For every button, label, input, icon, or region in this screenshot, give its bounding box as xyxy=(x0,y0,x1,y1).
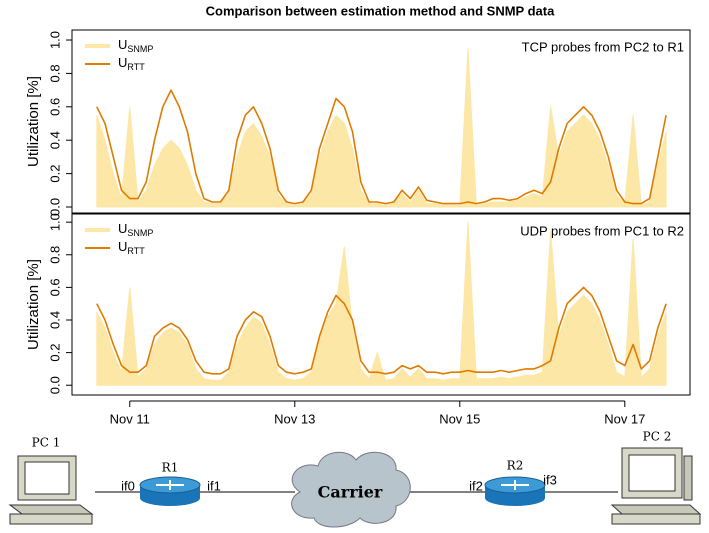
legend-entry: USNMP xyxy=(118,221,153,238)
area-series xyxy=(97,48,666,207)
legend-subscript: SNMP xyxy=(127,228,153,238)
interface-label: if2 xyxy=(469,478,483,493)
legend-name: U xyxy=(118,221,127,236)
y-tick-label: 0.2 xyxy=(47,344,62,362)
interface-label: if0 xyxy=(121,478,135,493)
node-label: R2 xyxy=(507,459,524,473)
legend-name: U xyxy=(118,239,127,254)
area-series xyxy=(97,222,666,385)
legend-entry: URTT xyxy=(118,239,145,256)
legend-entry: URTT xyxy=(118,55,145,72)
legend-subscript: RTT xyxy=(127,62,145,72)
figure: PC 1 R1 if0 if1 Carrier if2 R2 if3 PC 2 … xyxy=(0,0,709,533)
node-label: Carrier xyxy=(318,483,383,502)
y-axis-label: Utilization [%] xyxy=(25,259,42,350)
pc1-icon xyxy=(10,456,92,524)
network-diagram: PC 1 R1 if0 if1 Carrier if2 R2 if3 PC 2 xyxy=(10,430,700,528)
y-tick-label: 1.0 xyxy=(47,213,62,231)
legend-subscript: SNMP xyxy=(127,44,153,54)
y-tick-label: 0.8 xyxy=(47,246,62,264)
x-tick-label: Nov 15 xyxy=(439,411,480,426)
legend-entry: USNMP xyxy=(118,37,153,54)
chart-title: Comparison between estimation method and… xyxy=(206,3,555,18)
y-tick-label: 0.6 xyxy=(47,98,62,116)
y-tick-label: 0.4 xyxy=(47,311,62,329)
node-label: R1 xyxy=(162,461,179,475)
y-tick-label: 0.8 xyxy=(47,64,62,82)
legend-name: U xyxy=(118,55,127,70)
y-tick-label: 0.2 xyxy=(47,165,62,183)
interface-label: if3 xyxy=(543,472,557,487)
y-tick-label: 0.6 xyxy=(47,278,62,296)
node-label: PC 2 xyxy=(643,430,672,444)
pc2-icon xyxy=(612,448,700,524)
x-tick-label: Nov 11 xyxy=(110,411,150,426)
x-tick-label: Nov 17 xyxy=(604,411,645,426)
annotation: UDP probes from PC1 to R2 xyxy=(520,223,684,238)
y-axis-label: Utilization [%] xyxy=(25,76,42,167)
x-tick-label: Nov 13 xyxy=(274,411,315,426)
y-tick-label: 0.0 xyxy=(47,376,62,394)
interface-label: if1 xyxy=(207,478,221,493)
router-r2 xyxy=(485,477,545,506)
y-tick-label: 1.0 xyxy=(47,31,62,49)
router-r1 xyxy=(140,477,200,506)
annotation: TCP probes from PC2 to R1 xyxy=(522,39,684,54)
legend-subscript: RTT xyxy=(127,246,145,256)
y-tick-label: 0.4 xyxy=(47,131,62,149)
legend-name: U xyxy=(118,37,127,52)
node-label: PC 1 xyxy=(32,436,61,450)
